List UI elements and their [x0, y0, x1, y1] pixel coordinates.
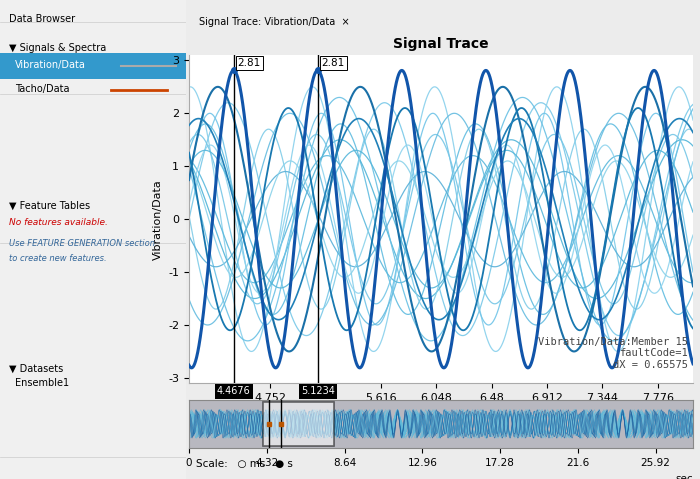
Text: 5.1234: 5.1234 [301, 387, 335, 397]
Text: sec: sec [676, 416, 693, 426]
Text: ▼ Datasets: ▼ Datasets [9, 364, 64, 374]
Text: Vibration/Data: Vibration/Data [15, 60, 85, 69]
Text: Tacho/Data: Tacho/Data [15, 84, 69, 93]
Text: Scale:   ○ ms   ● s: Scale: ○ ms ● s [196, 459, 293, 469]
Text: Vibration/Data:Member 15
faultCode=1
dX = 0.65575: Vibration/Data:Member 15 faultCode=1 dX … [538, 337, 688, 370]
Text: 2.81: 2.81 [237, 58, 260, 68]
Bar [0, 53, 186, 79]
Text: to create new features.: to create new features. [9, 254, 107, 263]
Text: ▼ Signals & Spectra: ▼ Signals & Spectra [9, 43, 106, 53]
Bar [263, 402, 334, 445]
Title: Signal Trace: Signal Trace [393, 37, 489, 51]
Y-axis label: Vibration/Data: Vibration/Data [153, 179, 162, 260]
Text: 2.81: 2.81 [321, 58, 345, 68]
X-axis label: Time: Time [428, 409, 454, 419]
Text: sec: sec [676, 474, 693, 479]
Text: Data Browser: Data Browser [9, 14, 76, 24]
Text: Use FEATURE GENERATION section: Use FEATURE GENERATION section [9, 240, 155, 249]
Text: Ensemble1: Ensemble1 [15, 378, 69, 388]
Text: No features available.: No features available. [9, 218, 108, 227]
Text: ▼ Feature Tables: ▼ Feature Tables [9, 201, 90, 211]
Text: Signal Trace: Vibration/Data  ×: Signal Trace: Vibration/Data × [199, 17, 350, 27]
Text: 4.4676: 4.4676 [217, 387, 251, 397]
